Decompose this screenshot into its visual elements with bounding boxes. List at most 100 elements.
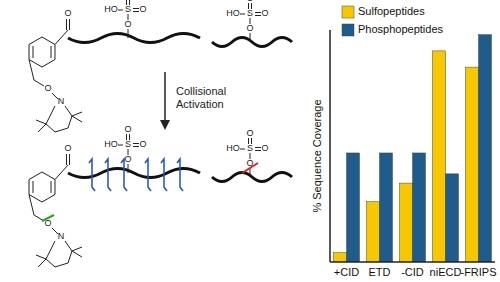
atom-label: HO [104, 4, 118, 14]
bond [250, 18, 251, 24]
bond [255, 147, 261, 148]
legend-label: Phosphopeptides [358, 23, 444, 35]
atom-label: O [44, 83, 51, 93]
peptide-chain [68, 34, 200, 43]
bond [248, 138, 249, 144]
atom-label: O [124, 19, 131, 29]
bar [446, 174, 459, 262]
bar [479, 35, 492, 262]
methyl [38, 259, 46, 267]
bond [250, 33, 251, 42]
bond [66, 154, 67, 165]
chart: +CIDETD-CIDniECD-FRIPS% Sequence Coverag… [311, 5, 497, 278]
bond [33, 46, 34, 58]
bar [367, 202, 380, 262]
peptide-chain [212, 173, 292, 182]
atom-label: S [125, 139, 131, 149]
arrow-head [160, 120, 170, 130]
bars [334, 35, 492, 262]
atom-label: O [124, 124, 131, 134]
bond [255, 150, 261, 151]
bond [66, 19, 67, 30]
cleavage-mark [242, 163, 258, 173]
x-tick-label: niECD [430, 266, 462, 278]
bond [133, 11, 139, 12]
atom-label: N [58, 96, 65, 106]
methyl [72, 247, 82, 251]
fragment-mark [89, 159, 95, 191]
bond [251, 138, 252, 144]
bond [128, 14, 129, 20]
x-tick-label: ETD [369, 266, 391, 278]
bond [69, 154, 70, 165]
atom-label: O [139, 4, 146, 14]
bond [34, 80, 44, 86]
bar [400, 183, 413, 262]
bar [347, 153, 360, 262]
methyl [36, 255, 46, 259]
methyl [38, 124, 46, 132]
bond [69, 19, 70, 30]
fragment-mark [145, 159, 151, 191]
atom-label: S [125, 4, 131, 14]
atom-label: HO [226, 143, 240, 153]
arrow-label: Activation [176, 98, 224, 110]
peptide-chain [212, 38, 292, 47]
legend-swatch [342, 6, 354, 18]
bond [128, 164, 129, 173]
bond [129, 134, 130, 140]
bar [413, 153, 426, 262]
atom-label: S [247, 8, 253, 18]
bond [128, 149, 129, 155]
bond [33, 181, 34, 193]
fragment-mark [177, 159, 183, 191]
atom-label: O [64, 143, 71, 153]
methyl [72, 251, 82, 257]
arrow [164, 72, 166, 125]
legend: Sulfopeptides Phosphopeptides [342, 5, 444, 36]
bond [126, 0, 127, 5]
atom-label: HO [104, 139, 118, 149]
bond [251, 3, 252, 9]
bond [255, 15, 261, 16]
legend-label: Sulfopeptides [358, 5, 425, 17]
fragment-mark [105, 159, 111, 191]
precursor-scene: OONOSHOOOOSHOOO [29, 0, 292, 132]
bond [240, 149, 245, 150]
atom-label: N [58, 231, 65, 241]
product-scene: OONOSHOOOOSHOOO [29, 124, 292, 267]
atom-label: O [261, 143, 268, 153]
bond [133, 8, 139, 9]
atom-label: S [247, 143, 253, 153]
fragment-mark [121, 159, 127, 191]
bar [380, 153, 393, 262]
bond [128, 29, 129, 38]
x-tick-label: -FRIPS [460, 266, 496, 278]
bar [466, 67, 479, 262]
bond [29, 60, 34, 81]
methyl [72, 112, 82, 116]
bar [334, 253, 347, 262]
bond [51, 46, 52, 58]
bond [55, 165, 68, 180]
bond [240, 14, 245, 15]
y-axis [329, 30, 331, 262]
methyl [72, 116, 82, 122]
bond [133, 143, 139, 144]
canvas: OONOSHOOOOSHOOOOONOSHOOOOSHOOOCollisiona… [0, 0, 500, 282]
bond [248, 3, 249, 9]
arrow-label: Collisional [176, 85, 226, 97]
atom-label: O [246, 23, 253, 33]
fragment-mark [161, 159, 167, 191]
bond [55, 30, 68, 45]
x-tick-label: -CID [401, 266, 424, 278]
bar [433, 51, 446, 262]
benzene-ring [29, 172, 55, 202]
piperidine-ring [46, 241, 72, 267]
y-axis-label: % Sequence Coverage [311, 99, 323, 212]
benzene-ring [29, 37, 55, 67]
bond [29, 195, 34, 216]
bond [250, 153, 251, 159]
bond [126, 134, 127, 140]
bond [133, 146, 139, 147]
